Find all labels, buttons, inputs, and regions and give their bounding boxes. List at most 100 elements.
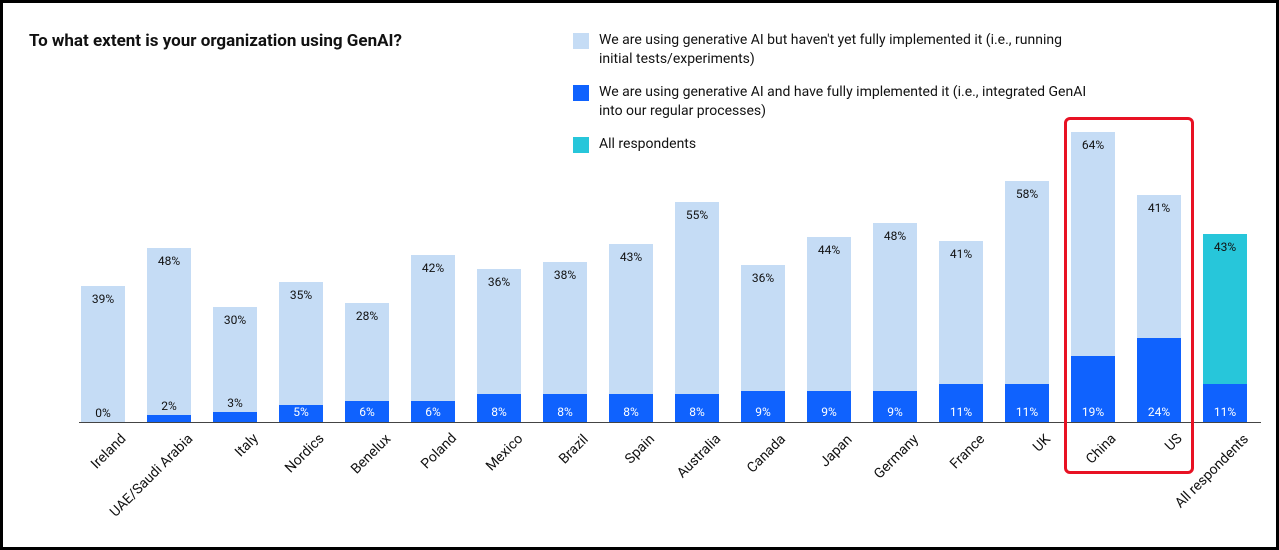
bar-column: 48% 2% — [147, 123, 191, 422]
bar-value-full: 8% — [675, 405, 719, 419]
bar-column: 30% 3% — [213, 123, 257, 422]
bar-segment-partial: 38% — [543, 262, 587, 395]
x-axis-label: Spain — [622, 431, 658, 467]
bar-segment-full: 9% — [741, 391, 785, 422]
bar-value-partial: 55% — [675, 208, 719, 222]
bar-value-partial: 42% — [411, 261, 455, 275]
bar-column: 64% 19% — [1071, 123, 1115, 422]
bar-segment-full: 9% — [807, 391, 851, 422]
bar-segment-partial: 43% — [609, 244, 653, 394]
legend-label-full: We are using generative AI and have full… — [599, 83, 1093, 121]
bar-value-full: 8% — [543, 405, 587, 419]
bar-segment-partial: 35% — [279, 282, 323, 404]
x-axis-label: Benelux — [348, 431, 394, 477]
bar-segment-full: 11% — [1005, 384, 1049, 422]
bar-value-partial: 30% — [213, 313, 257, 327]
x-axis-label: Poland — [418, 431, 460, 473]
bar-value-partial: 43% — [609, 250, 653, 264]
bar-segment-full: 8% — [609, 394, 653, 422]
bar-segment-partial: 48% — [147, 248, 191, 415]
bar-value-full: 9% — [873, 405, 917, 419]
bar-segment-partial: 39% — [81, 286, 125, 422]
bar-value-full: 5% — [279, 405, 323, 419]
x-axis-label: Australia — [674, 431, 724, 481]
bar-column: 55% 8% — [675, 123, 719, 422]
bar-value-partial: 64% — [1071, 138, 1115, 152]
x-axis-label: Canada — [744, 431, 789, 476]
x-axis-label: US — [1162, 431, 1186, 455]
bar-segment-full: 9% — [873, 391, 917, 422]
bar-value-full: 9% — [807, 405, 851, 419]
bar-column: 39% 0% — [81, 123, 125, 422]
legend-label-partial: We are using generative AI but haven't y… — [599, 31, 1093, 69]
legend-item-partial: We are using generative AI but haven't y… — [573, 31, 1093, 69]
x-axis-label: China — [1083, 431, 1119, 467]
bar-value-partial: 41% — [939, 247, 983, 261]
bar-segment-partial: 41% — [939, 241, 983, 384]
bar-segment-full: 3% — [213, 412, 257, 422]
bar-segment-full: 2% — [147, 415, 191, 422]
bar-column: 42% 6% — [411, 123, 455, 422]
bar-value-full: 2% — [147, 399, 191, 413]
x-axis-label: Ireland — [88, 431, 129, 472]
bar-segment-full: 24% — [1137, 338, 1181, 422]
x-axis-labels: IrelandUAE/Saudi ArabiaItalyNordicsBenel… — [79, 425, 1261, 535]
bar-segment-partial: 36% — [741, 265, 785, 391]
bar-value-full: 8% — [609, 405, 653, 419]
bar-value-partial: 28% — [345, 309, 389, 323]
bar-column: 35% 5% — [279, 123, 323, 422]
bar-value-partial: 48% — [873, 229, 917, 243]
chart-frame: To what extent is your organization usin… — [0, 0, 1279, 550]
bar-segment-full: 8% — [543, 394, 587, 422]
bar-column: 43% 8% — [609, 123, 653, 422]
bar-column: 41% 11% — [939, 123, 983, 422]
bar-value-partial: 41% — [1137, 201, 1181, 215]
bar-segment-full: 11% — [1203, 384, 1247, 422]
x-axis-label: Mexico — [483, 431, 526, 474]
bar-column: 41% 24% — [1137, 123, 1181, 422]
legend-swatch-partial — [573, 33, 589, 49]
bar-segment-full: 8% — [675, 394, 719, 422]
bar-value-partial: 35% — [279, 288, 323, 302]
bar-value-full: 11% — [1203, 405, 1247, 419]
chart-title: To what extent is your organization usin… — [29, 31, 402, 51]
bar-segment-partial: 64% — [1071, 132, 1115, 355]
bar-value-full: 6% — [411, 405, 455, 419]
bar-column: 36% 9% — [741, 123, 785, 422]
legend-swatch-full — [573, 85, 589, 101]
bar-value-partial: 39% — [81, 292, 125, 306]
bar-value-partial: 36% — [477, 275, 521, 289]
bar-value-partial: 36% — [741, 271, 785, 285]
bar-value-partial: 44% — [807, 243, 851, 257]
bar-segment-full: 6% — [411, 401, 455, 422]
bar-value-partial: 38% — [543, 268, 587, 282]
bar-value-full: 11% — [939, 405, 983, 419]
bar-segment-partial: 58% — [1005, 181, 1049, 383]
bar-value-partial: 58% — [1005, 187, 1049, 201]
bar-value-all: 43% — [1203, 240, 1247, 254]
x-axis-label: Germany — [871, 431, 922, 482]
bar-value-full: 3% — [213, 396, 257, 410]
bar-segment-partial: 36% — [477, 269, 521, 395]
x-axis-label: Brazil — [556, 431, 592, 467]
bar-segment-full: 5% — [279, 405, 323, 422]
bar-value-full: 9% — [741, 405, 785, 419]
bar-segment-partial: 42% — [411, 255, 455, 402]
bar-segment-full: 8% — [477, 394, 521, 422]
bar-segment-full: 6% — [345, 401, 389, 422]
bar-segment-partial: 44% — [807, 237, 851, 390]
bar-segment-all: 43% — [1203, 234, 1247, 384]
bar-value-full: 24% — [1137, 405, 1181, 419]
bar-segment-partial: 28% — [345, 303, 389, 401]
legend-item-full: We are using generative AI and have full… — [573, 83, 1093, 121]
bar-value-full: 11% — [1005, 405, 1049, 419]
bar-value-partial: 48% — [147, 254, 191, 268]
bar-column: 44% 9% — [807, 123, 851, 422]
bar-value-full: 6% — [345, 405, 389, 419]
bar-value-full: 0% — [81, 406, 125, 420]
bar-segment-full: 19% — [1071, 356, 1115, 422]
bar-column: 48% 9% — [873, 123, 917, 422]
x-axis-label: UK — [1030, 431, 1054, 455]
bar-column: 38% 8% — [543, 123, 587, 422]
x-axis-label: France — [947, 431, 988, 472]
